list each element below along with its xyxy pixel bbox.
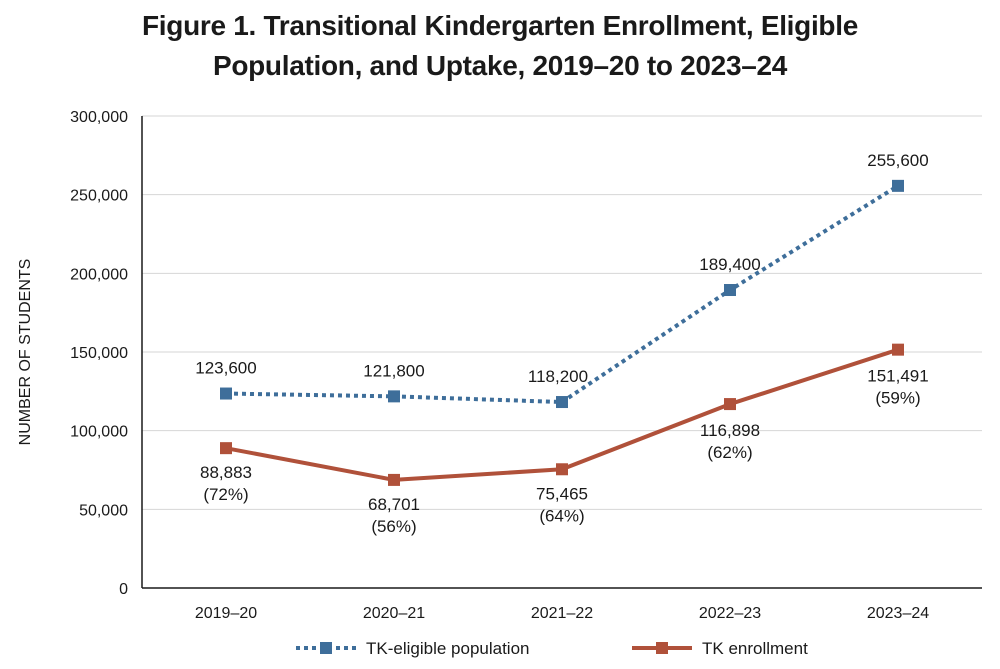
tk-enrollment-marker — [724, 398, 736, 411]
legend-label: TK-eligible population — [366, 639, 530, 658]
tk-eligible-marker — [556, 396, 568, 409]
legend-item-tk-eligible: TK-eligible population — [296, 639, 530, 658]
y-tick-label: 150,000 — [70, 345, 128, 362]
x-tick-label: 2019–20 — [195, 605, 257, 622]
x-tick-labels: 2019–20 2020–21 2021–22 2022–23 2023–24 — [195, 605, 929, 622]
y-tick-label: 0 — [119, 581, 128, 598]
y-tick-label: 100,000 — [70, 424, 128, 441]
data-label: 255,600 — [867, 151, 928, 170]
axes — [141, 116, 982, 589]
data-label: 151,491 — [867, 367, 928, 386]
tk-eligible-marker — [892, 179, 904, 192]
tk-enrollment-marker — [556, 463, 568, 476]
data-label-percent: (62%) — [707, 443, 752, 462]
data-label-percent: (59%) — [875, 389, 920, 408]
data-label-percent: (56%) — [371, 517, 416, 536]
data-label: 121,800 — [363, 361, 424, 380]
grid-lines — [142, 115, 982, 510]
data-label: 123,600 — [195, 359, 256, 378]
y-tick-labels: 0 50,000 100,000 150,000 200,000 250,000 300,0… — [70, 109, 128, 598]
data-label: 189,400 — [699, 255, 760, 274]
x-tick-label: 2023–24 — [867, 605, 929, 622]
y-tick-label: 300,000 — [70, 109, 128, 126]
data-label: 75,465 — [536, 484, 588, 503]
chart-title: Figure 1. Transitional Kindergarten Enro… — [0, 6, 1000, 86]
data-label: 118,200 — [528, 367, 588, 386]
data-labels: 123,600 121,800 118,200 189,400 255,600 88,88… — [195, 151, 928, 536]
data-label: 116,898 — [700, 421, 760, 440]
x-tick-label: 2021–22 — [531, 605, 593, 622]
series-group — [220, 179, 904, 486]
y-tick-label: 200,000 — [70, 266, 128, 283]
tk-enrollment-marker — [388, 473, 400, 486]
data-label-percent: (72%) — [203, 485, 248, 504]
x-tick-label: 2022–23 — [699, 605, 761, 622]
legend-marker-swatch — [320, 642, 332, 654]
y-tick-label: 250,000 — [70, 188, 128, 205]
tk-eligible-marker — [220, 387, 232, 400]
y-tick-label: 50,000 — [79, 502, 128, 519]
y-axis-label: NUMBER OF STUDENTS — [17, 259, 34, 446]
data-label-percent: (64%) — [539, 506, 584, 525]
chart-title-line-2: Population, and Uptake, 2019–20 to 2023–… — [212, 50, 788, 81]
tk-eligible-marker — [724, 284, 736, 297]
legend: TK-eligible population TK enrollment — [296, 639, 808, 658]
tk-eligible-marker — [388, 390, 400, 403]
x-tick-label: 2020–21 — [363, 605, 425, 622]
legend-item-tk-enrollment: TK enrollment — [632, 639, 808, 658]
chart-title-line-1: Figure 1. Transitional Kindergarten Enro… — [142, 10, 858, 41]
tk-enrollment-marker — [892, 343, 904, 356]
data-label: 88,883 — [200, 463, 252, 482]
legend-marker-swatch — [656, 642, 668, 654]
legend-label: TK enrollment — [702, 639, 808, 658]
tk-enrollment-marker — [220, 442, 232, 455]
data-label: 68,701 — [368, 495, 420, 514]
